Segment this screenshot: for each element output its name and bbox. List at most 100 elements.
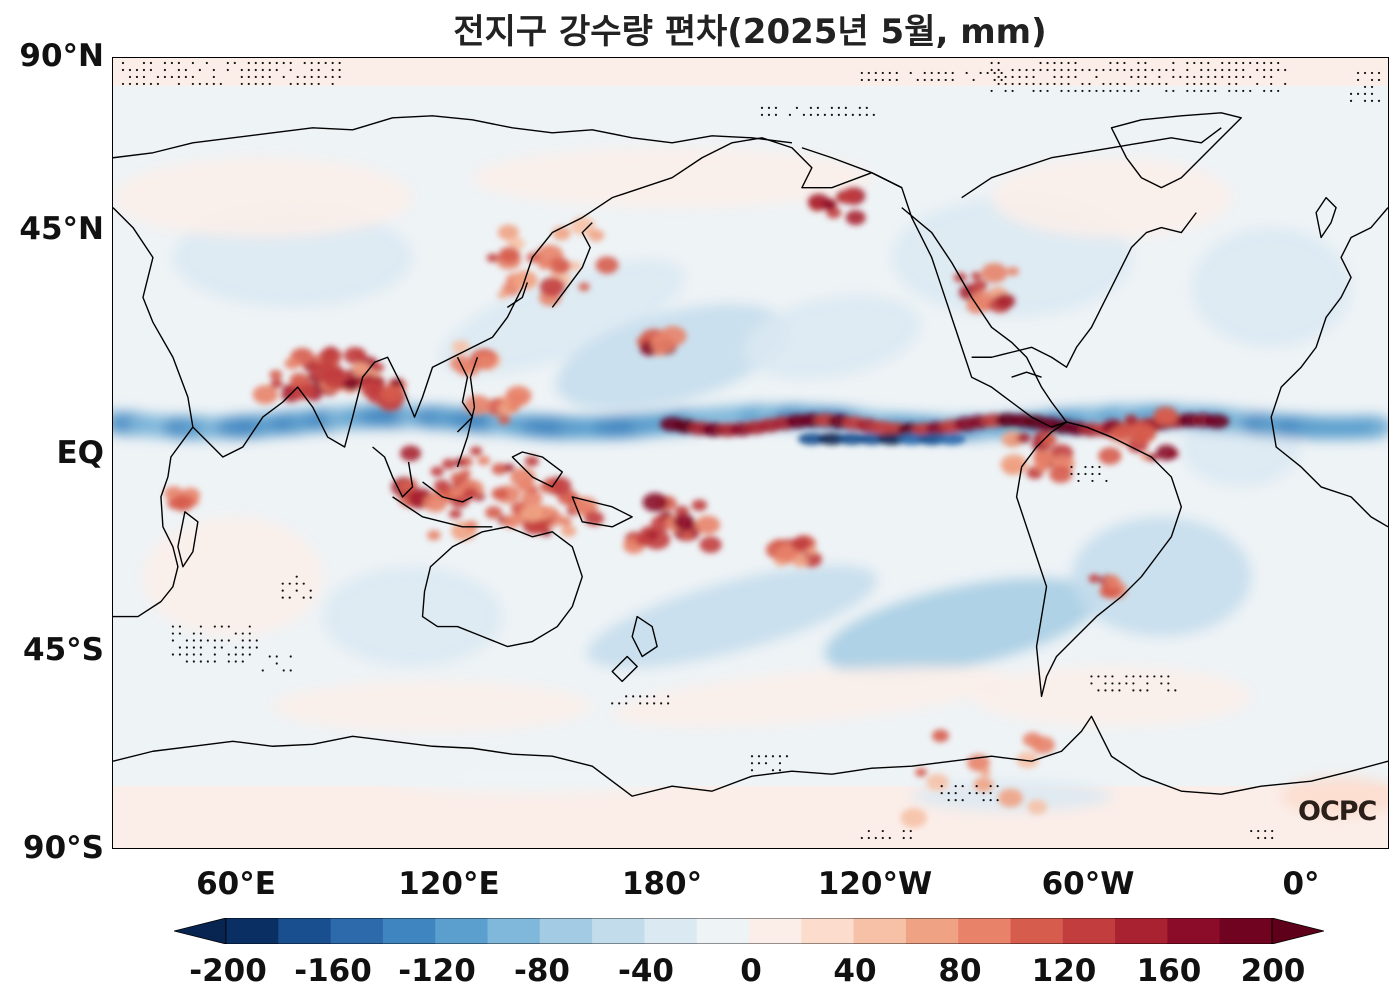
stipple-dot <box>1095 89 1098 93</box>
wet-cell <box>568 261 582 271</box>
stipple-dot <box>191 82 194 86</box>
lon-label-180: 180° <box>621 866 703 902</box>
colorbar-swatch <box>853 918 907 944</box>
stipple-dot <box>1077 479 1080 483</box>
wet-cell <box>682 532 693 541</box>
stipple-dot <box>1200 61 1203 65</box>
stipple-dot <box>1214 68 1217 72</box>
colorbar-swatch <box>749 918 802 944</box>
stipple-dot <box>947 792 950 795</box>
wet-cell <box>502 514 521 529</box>
stipple-dot <box>1132 675 1135 678</box>
stipple-dot <box>989 799 992 802</box>
stipple-dot <box>156 75 160 79</box>
wet-cell <box>1031 736 1055 754</box>
stipple-dot <box>954 799 957 802</box>
stipple-dot <box>331 75 334 79</box>
stipple-dot <box>268 82 271 86</box>
stipple-dot <box>1146 682 1149 685</box>
stipple-dot <box>128 75 132 79</box>
stipple-dot <box>1207 75 1210 79</box>
wet-cell <box>539 277 566 297</box>
stipple-dot <box>317 75 320 79</box>
stipple-dot <box>1011 68 1014 72</box>
wet-cell <box>464 395 491 415</box>
stipple-dot <box>281 589 284 592</box>
stipple-dot <box>309 596 312 599</box>
stipple-dot <box>993 78 996 82</box>
wet-cell <box>452 340 470 354</box>
stipple-dot <box>1018 75 1021 79</box>
stipple-dot <box>997 82 1000 86</box>
stipple-dot <box>282 75 285 79</box>
stipple-dot <box>1116 61 1119 65</box>
stipple-dot <box>632 695 635 698</box>
wet-cell <box>805 546 817 555</box>
stipple-dot <box>288 596 291 599</box>
wet-cell <box>517 480 534 493</box>
wet-cell <box>464 520 478 531</box>
stipple-dot <box>178 625 181 628</box>
stipple-dot <box>149 61 153 65</box>
stipple-dot <box>234 632 237 635</box>
stipple-dot <box>937 78 940 82</box>
stipple-dot <box>171 653 175 656</box>
stipple-dot <box>1363 85 1367 89</box>
stipple-dot <box>1060 89 1063 93</box>
stipple-dot <box>874 71 877 75</box>
stipple-dot <box>750 762 754 765</box>
stipple-dot <box>220 646 223 649</box>
stipple-dot <box>268 61 271 65</box>
stipple-dot <box>1172 68 1175 72</box>
stipple-dot <box>178 646 181 649</box>
stipple-dot <box>961 799 964 802</box>
wet-cell <box>980 768 991 777</box>
stipple-dot <box>1207 61 1210 65</box>
stipple-dot <box>261 82 264 86</box>
wet-cell <box>497 224 519 241</box>
colorbar-label-160: 160 <box>1136 953 1202 989</box>
stipple-dot <box>1018 68 1021 72</box>
stipple-dot <box>135 75 139 79</box>
stipple-dot <box>1004 82 1007 86</box>
stipple-dot <box>774 113 778 116</box>
stipple-dot <box>1158 75 1161 79</box>
wet-cell <box>981 262 1008 283</box>
stipple-dot <box>881 829 884 833</box>
colorbar-label-m120: -120 <box>398 953 476 989</box>
stipple-dot <box>1186 89 1189 93</box>
stipple-dot <box>1228 82 1231 86</box>
stipple-dot <box>241 646 244 649</box>
stipple-dot <box>149 82 153 86</box>
ocpc-logo: OCPC <box>1298 796 1377 827</box>
stipple-dot <box>295 589 298 592</box>
stipple-dot <box>1370 92 1374 96</box>
stipple-dot <box>121 82 125 86</box>
stipple-dot <box>1172 61 1175 65</box>
stipple-dot <box>1088 82 1091 86</box>
wet-cell <box>537 258 552 270</box>
stipple-dot <box>951 71 954 75</box>
itcz-dry-anomaly <box>897 433 926 446</box>
stipple-dot <box>198 82 201 86</box>
stipple-dot <box>937 71 940 75</box>
stipple-dot <box>972 78 975 82</box>
stipple-dot <box>227 639 230 642</box>
itcz-dry-anomaly <box>877 433 906 446</box>
stipple-dot <box>1032 82 1035 86</box>
stipple-dot <box>1221 75 1224 79</box>
stipple-dot <box>1046 68 1049 72</box>
stipple-dot <box>1186 61 1189 65</box>
stipple-dot <box>247 82 250 86</box>
stipple-dot <box>1130 75 1133 79</box>
stipple-dot <box>248 653 251 656</box>
wet-cell <box>521 490 543 507</box>
stipple-dot <box>916 78 919 82</box>
stipple-dot <box>1151 82 1154 86</box>
anomaly-region <box>1071 516 1252 637</box>
stipple-dot <box>1356 78 1360 82</box>
stipple-dot <box>254 75 257 79</box>
stipple-dot <box>902 829 905 833</box>
stipple-dot <box>219 82 222 86</box>
stipple-dot <box>302 596 305 599</box>
